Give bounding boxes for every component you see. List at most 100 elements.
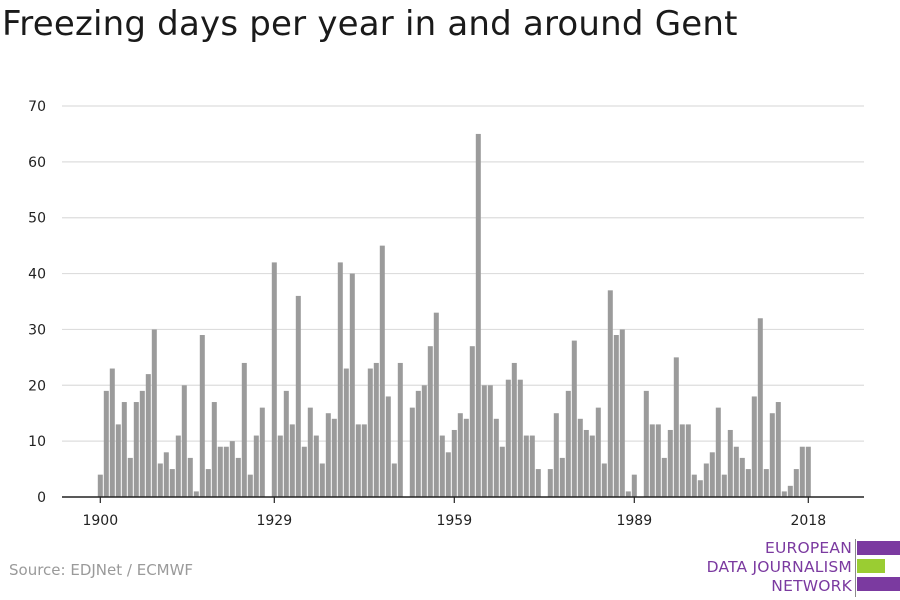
bar	[517, 379, 523, 497]
bar	[475, 133, 481, 497]
bar	[193, 491, 199, 497]
bar	[421, 385, 427, 497]
bar	[391, 463, 397, 497]
bar	[457, 413, 463, 497]
bar	[397, 362, 403, 497]
bar	[337, 262, 343, 497]
y-tick-label: 60	[28, 155, 46, 171]
y-axis: 0 10 20 30 40 50 60 70	[28, 99, 46, 506]
bar	[667, 429, 673, 497]
bar	[409, 407, 415, 497]
bar	[661, 457, 667, 497]
bar	[727, 429, 733, 497]
bar	[205, 469, 211, 497]
y-tick-label: 50	[28, 211, 46, 227]
bar	[697, 480, 703, 497]
logo-bar-middle	[857, 559, 885, 573]
bar	[589, 435, 595, 497]
logo-divider	[855, 539, 856, 597]
logo-bar-bottom	[857, 577, 900, 591]
bar	[115, 424, 121, 497]
bar	[307, 407, 313, 497]
x-tick-label: 1900	[82, 513, 118, 529]
bar	[607, 290, 613, 497]
bar	[685, 424, 691, 497]
bar	[241, 362, 247, 497]
bar	[289, 424, 295, 497]
bar	[331, 418, 337, 497]
bar	[775, 402, 781, 497]
bar	[439, 435, 445, 497]
bar	[247, 474, 253, 497]
bar	[343, 368, 349, 497]
bar	[577, 418, 583, 497]
bar	[271, 262, 277, 497]
bar	[721, 474, 727, 497]
bar	[739, 457, 745, 497]
bar	[733, 446, 739, 497]
x-tick-label: 1989	[616, 513, 652, 529]
bar	[769, 413, 775, 497]
bar	[487, 385, 493, 497]
bar	[313, 435, 319, 497]
bar	[703, 463, 709, 497]
bar	[211, 402, 217, 497]
bar	[613, 335, 619, 497]
bar	[319, 463, 325, 497]
edjnet-logo[interactable]: EUROPEAN DATA JOURNALISM NETWORK	[700, 537, 900, 597]
bar	[427, 346, 433, 497]
bar	[163, 452, 169, 497]
bar	[799, 446, 805, 497]
y-tick-label: 10	[28, 434, 46, 450]
bar	[595, 407, 601, 497]
bar	[601, 463, 607, 497]
bar	[295, 295, 301, 497]
bar	[691, 474, 697, 497]
bar	[625, 491, 631, 497]
bar	[223, 446, 229, 497]
logo-bar-top	[857, 541, 900, 555]
bar	[283, 390, 289, 497]
bar	[217, 446, 223, 497]
bar	[301, 446, 307, 497]
bar	[535, 469, 541, 497]
bar	[763, 469, 769, 497]
bar	[493, 418, 499, 497]
bar	[505, 379, 511, 497]
bar	[379, 245, 385, 497]
bar	[757, 318, 763, 497]
bar	[229, 441, 235, 497]
bar	[547, 469, 553, 497]
bar	[781, 491, 787, 497]
x-tick-label: 2018	[790, 513, 826, 529]
x-tick-label: 1959	[436, 513, 472, 529]
bar	[571, 340, 577, 497]
bar	[793, 469, 799, 497]
bar	[631, 474, 637, 497]
bar	[277, 435, 283, 497]
bar	[361, 424, 367, 497]
bar	[529, 435, 535, 497]
chart-title: Freezing days per year in and around Gen…	[2, 4, 738, 44]
y-tick-label: 70	[28, 99, 46, 115]
y-tick-label: 20	[28, 378, 46, 394]
bar	[373, 362, 379, 497]
bar	[445, 452, 451, 497]
bar	[715, 407, 721, 497]
bar	[451, 429, 457, 497]
bar	[559, 457, 565, 497]
bar	[187, 457, 193, 497]
bar	[511, 362, 517, 497]
bar	[565, 390, 571, 497]
x-tick-label: 1929	[256, 513, 292, 529]
bar	[433, 312, 439, 497]
bar	[415, 390, 421, 497]
bar	[349, 273, 355, 497]
bar	[649, 424, 655, 497]
bar	[385, 396, 391, 497]
bar	[355, 424, 361, 497]
bar	[103, 390, 109, 497]
bar	[175, 435, 181, 497]
y-tick-label: 30	[28, 322, 46, 338]
bar	[139, 390, 145, 497]
